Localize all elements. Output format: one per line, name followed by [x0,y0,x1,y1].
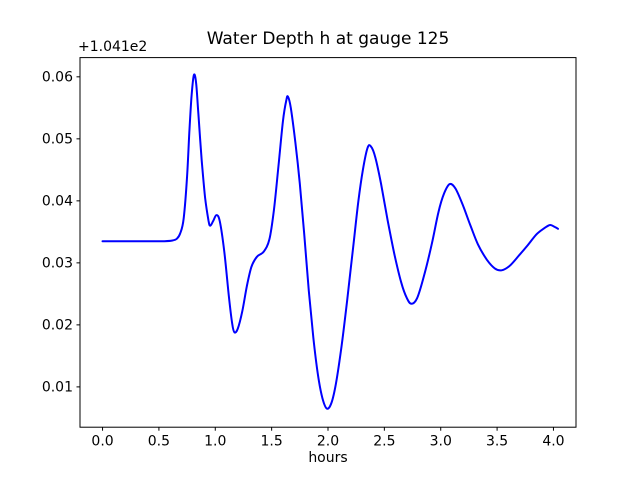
x-tick-label: 1.5 [261,434,283,450]
x-tick-label: 0.0 [91,434,113,450]
x-tick-label: 2.0 [317,434,339,450]
x-axis-label: hours [308,450,348,466]
y-tick-label: 0.02 [42,318,73,334]
y-tick-label: 0.05 [42,132,73,148]
y-axis-offset-label: +1.041e2 [78,39,148,55]
chart-title: Water Depth h at gauge 125 [206,29,450,49]
x-tick-label: 3.5 [486,434,508,450]
x-tick-label: 2.5 [373,434,395,450]
y-tick-label: 0.06 [42,70,73,86]
y-tick-label: 0.01 [42,380,73,396]
x-tick-label: 0.5 [148,434,170,450]
y-tick-label: 0.04 [42,194,73,210]
y-tick-label: 0.03 [42,256,73,272]
x-tick-label: 1.0 [204,434,226,450]
x-tick-label: 4.0 [542,434,564,450]
axes-spines [79,57,577,428]
x-tick-label: 3.0 [430,434,452,450]
data-line [101,73,559,410]
